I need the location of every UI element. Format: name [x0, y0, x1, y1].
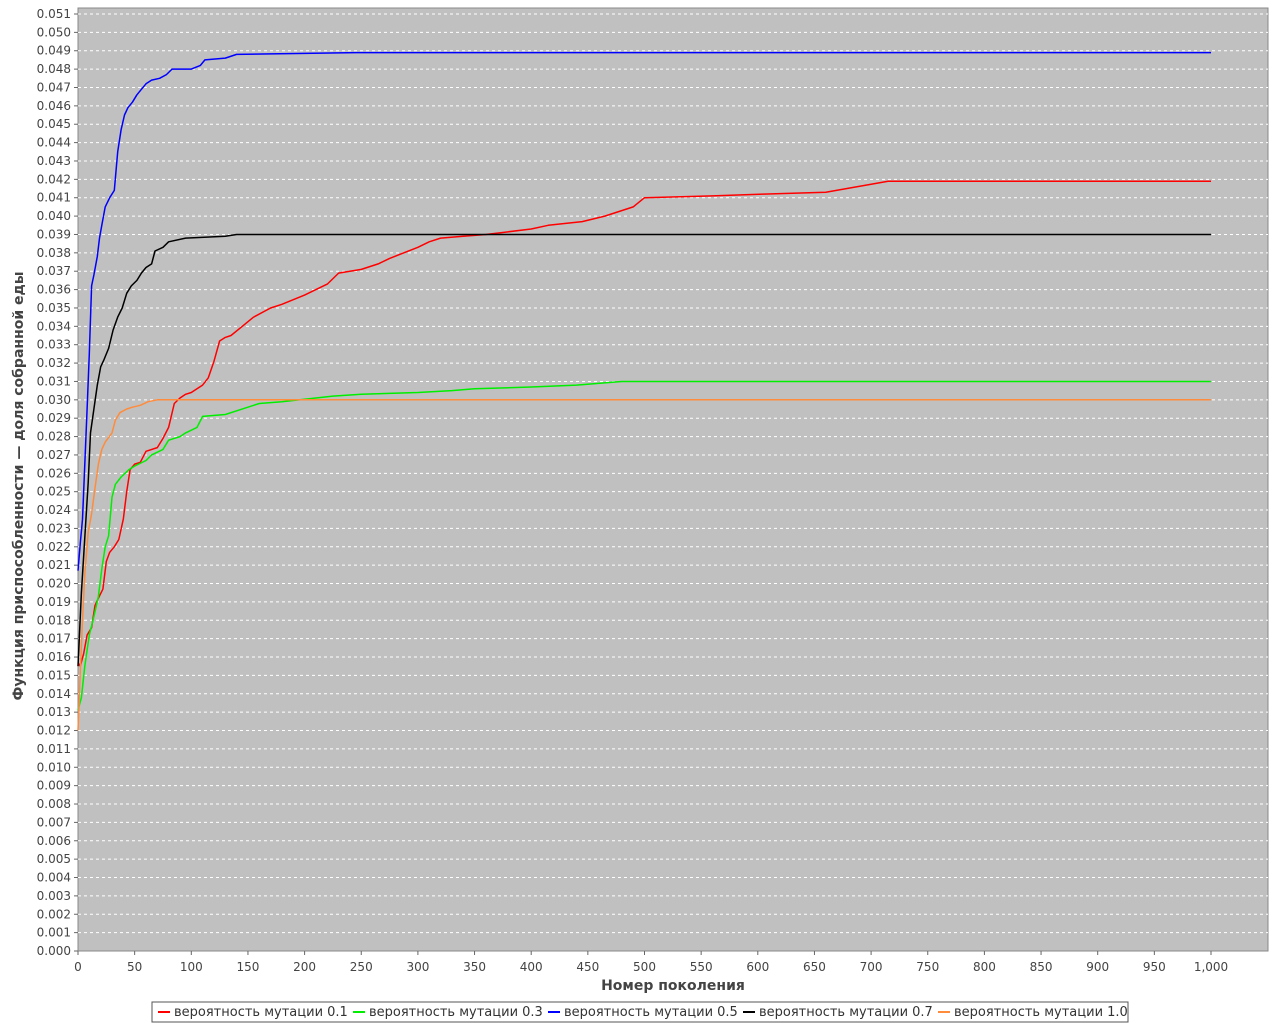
y-tick-label: 0.025: [37, 485, 71, 499]
y-tick-label: 0.004: [37, 871, 71, 885]
y-tick-label: 0.046: [37, 99, 71, 113]
y-tick-label: 0.005: [37, 852, 71, 866]
y-tick-label: 0.044: [37, 136, 71, 150]
legend-label-3: вероятность мутации 0.5: [564, 1005, 738, 1020]
x-tick-label: 0: [74, 960, 82, 974]
x-tick-label: 1,000: [1194, 960, 1228, 974]
x-tick-label: 650: [803, 960, 826, 974]
y-tick-label: 0.036: [37, 283, 71, 297]
legend: вероятность мутации 0.1 вероятность мутац…: [151, 1001, 1129, 1023]
legend-items: вероятность мутации 0.1 вероятность мутац…: [158, 1005, 1128, 1020]
y-tick-label: 0.028: [37, 430, 71, 444]
y-tick-label: 0.039: [37, 227, 71, 241]
y-tick-label: 0.016: [37, 650, 71, 664]
y-tick-label: 0.043: [37, 154, 71, 168]
legend-label-5: вероятность мутации 1.0: [954, 1005, 1128, 1020]
y-tick-label: 0.009: [37, 779, 71, 793]
legend-box: [151, 1001, 1129, 1023]
legend-label-1: вероятность мутации 0.1: [174, 1005, 348, 1020]
y-tick-label: 0.033: [37, 338, 71, 352]
y-tick-label: 0.027: [37, 448, 71, 462]
y-tick-label: 0.021: [37, 558, 71, 572]
y-tick-label: 0.020: [37, 577, 71, 591]
legend-label-2: вероятность мутации 0.3: [369, 1005, 543, 1020]
y-tick-label: 0.026: [37, 466, 71, 480]
y-tick-label: 0.012: [37, 724, 71, 738]
x-tick-label: 350: [463, 960, 486, 974]
series-line-1: [77, 180, 1211, 667]
y-tick-label: 0.002: [37, 907, 71, 921]
x-tick-label: 550: [690, 960, 713, 974]
y-tick-label: 0.007: [37, 815, 71, 829]
x-tick-label: 100: [180, 960, 203, 974]
x-tick-label: 250: [350, 960, 373, 974]
y-tick-label: 0.010: [37, 760, 71, 774]
y-tick-label: 0.003: [37, 889, 71, 903]
x-tick-label: 600: [746, 960, 769, 974]
y-tick-label: 0.051: [37, 7, 71, 21]
y-axis: 0.000 0.001 0.002 0.003 0.004 0.005 0.006 0.007…: [37, 7, 78, 958]
y-tick-label: 0.018: [37, 613, 71, 627]
x-axis-title: Номер поколения: [601, 978, 745, 994]
series-line-2: [77, 380, 1211, 711]
y-tick-label: 0.031: [37, 374, 71, 388]
x-tick-label: 800: [973, 960, 996, 974]
y-tick-label: 0.047: [37, 80, 71, 94]
y-tick-label: 0.008: [37, 797, 71, 811]
series-line-3: [77, 51, 1211, 571]
y-tick-label: 0.006: [37, 834, 71, 848]
y-tick-label: 0.013: [37, 705, 71, 719]
plot-area: [77, 7, 1269, 952]
y-tick-label: 0.023: [37, 521, 71, 535]
y-tick-label: 0.001: [37, 926, 71, 940]
x-tick-label: 850: [1030, 960, 1053, 974]
x-tick-label: 900: [1086, 960, 1109, 974]
legend-label-4: вероятность мутации 0.7: [759, 1005, 933, 1020]
y-tick-label: 0.037: [37, 264, 71, 278]
x-tick-label: 200: [293, 960, 316, 974]
y-tick-label: 0.029: [37, 411, 71, 425]
x-tick-label: 150: [236, 960, 259, 974]
series-line-5: [77, 399, 1211, 731]
y-tick-label: 0.045: [37, 117, 71, 131]
x-axis: 0 50 100 150 200 250 300 350 400 450 500 550 600 650 7…: [74, 951, 1228, 974]
y-tick-label: 0.000: [37, 944, 71, 958]
y-axis-title: Функция приспособленности — доля собранн…: [11, 271, 27, 700]
x-tick-label: 500: [633, 960, 656, 974]
x-tick-label: 300: [406, 960, 429, 974]
y-tick-label: 0.035: [37, 301, 71, 315]
y-tick-label: 0.040: [37, 209, 71, 223]
y-tick-label: 0.024: [37, 503, 71, 517]
y-tick-label: 0.038: [37, 246, 71, 260]
y-tick-label: 0.014: [37, 687, 71, 701]
y-tick-label: 0.030: [37, 393, 71, 407]
y-tick-label: 0.015: [37, 668, 71, 682]
x-tick-label: 700: [860, 960, 883, 974]
series-line-4: [77, 233, 1211, 667]
y-tick-label: 0.034: [37, 319, 71, 333]
y-tick-label: 0.050: [37, 25, 71, 39]
y-tick-label: 0.049: [37, 44, 71, 58]
y-tick-label: 0.048: [37, 62, 71, 76]
series-lines: [77, 51, 1211, 731]
y-tick-label: 0.032: [37, 356, 71, 370]
x-tick-label: 50: [127, 960, 142, 974]
y-tick-label: 0.011: [37, 742, 71, 756]
x-tick-label: 950: [1143, 960, 1166, 974]
y-tick-label: 0.017: [37, 632, 71, 646]
y-tick-label: 0.019: [37, 595, 71, 609]
y-tick-label: 0.041: [37, 191, 71, 205]
y-tick-label: 0.042: [37, 172, 71, 186]
x-tick-label: 450: [576, 960, 599, 974]
y-tick-label: 0.022: [37, 540, 71, 554]
x-tick-label: 400: [520, 960, 543, 974]
x-tick-label: 750: [916, 960, 939, 974]
